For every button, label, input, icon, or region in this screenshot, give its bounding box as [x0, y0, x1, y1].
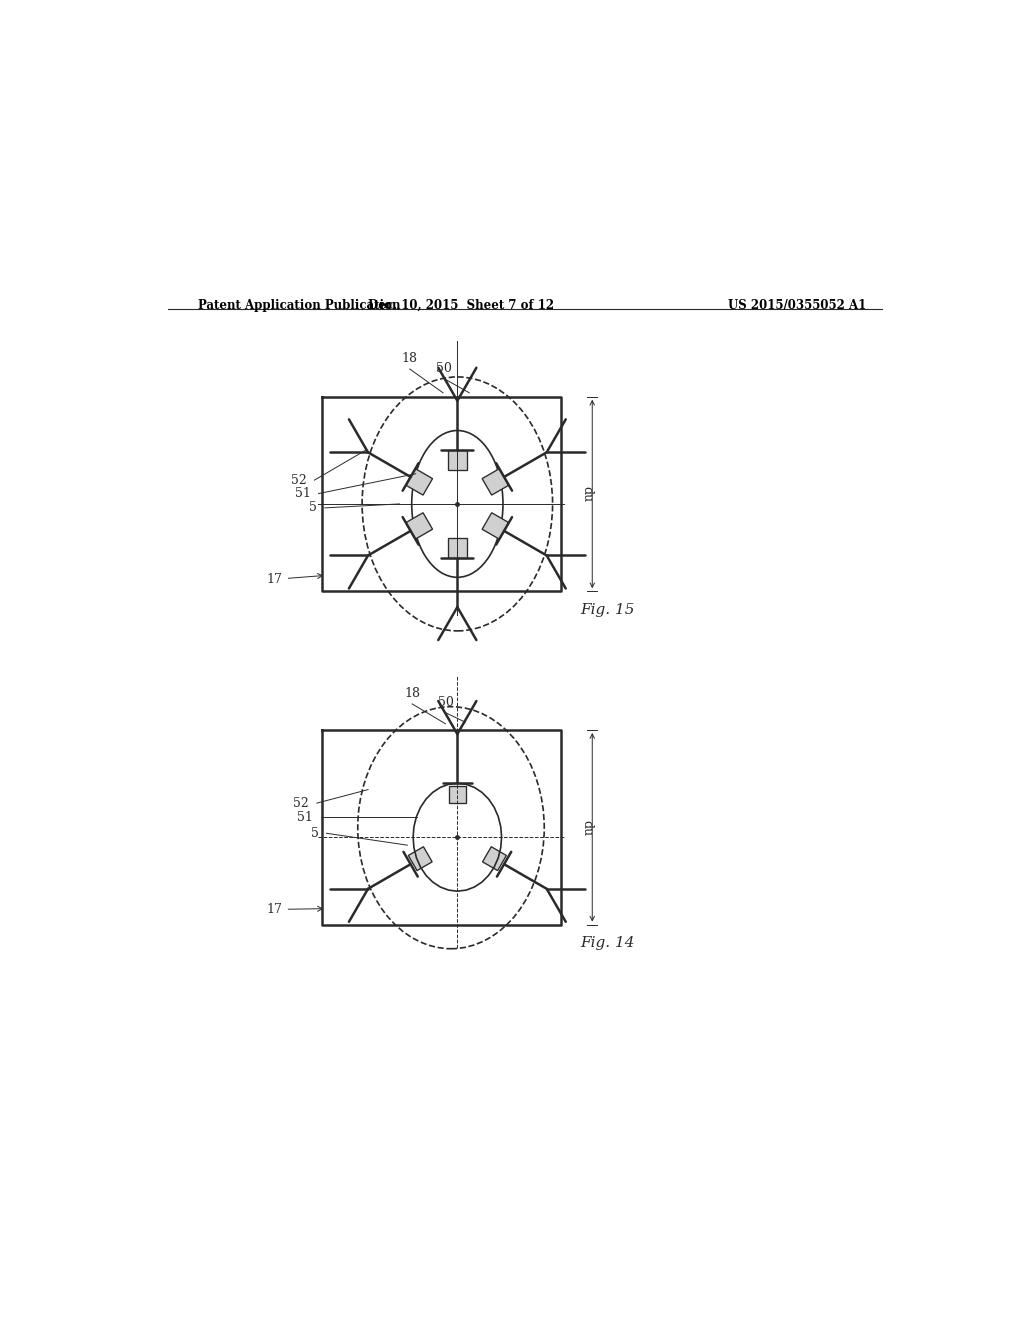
Text: 18: 18 — [401, 352, 418, 366]
Polygon shape — [482, 846, 507, 871]
Text: du: du — [581, 486, 593, 503]
Text: 51: 51 — [297, 810, 313, 824]
Text: 18: 18 — [404, 686, 420, 700]
Polygon shape — [409, 846, 432, 871]
Text: US 2015/0355052 A1: US 2015/0355052 A1 — [728, 300, 866, 312]
Text: Patent Application Publication: Patent Application Publication — [198, 300, 400, 312]
Text: Fig. 15: Fig. 15 — [581, 603, 635, 618]
Text: du: du — [581, 820, 593, 836]
Polygon shape — [447, 450, 467, 470]
Polygon shape — [406, 469, 432, 495]
Polygon shape — [406, 512, 432, 539]
Text: Fig. 14: Fig. 14 — [581, 936, 635, 950]
Text: 5: 5 — [309, 502, 316, 515]
Polygon shape — [482, 469, 509, 495]
Text: 50: 50 — [436, 362, 452, 375]
Text: 17: 17 — [267, 573, 323, 586]
Text: Dec. 10, 2015  Sheet 7 of 12: Dec. 10, 2015 Sheet 7 of 12 — [369, 300, 554, 312]
Text: 51: 51 — [295, 487, 310, 500]
Text: 50: 50 — [437, 696, 454, 709]
Text: 17: 17 — [267, 903, 323, 916]
Text: 5: 5 — [310, 826, 318, 840]
Polygon shape — [447, 539, 467, 558]
Text: 52: 52 — [293, 796, 309, 809]
Text: 52: 52 — [291, 474, 306, 487]
Polygon shape — [449, 785, 466, 803]
Polygon shape — [482, 512, 509, 539]
